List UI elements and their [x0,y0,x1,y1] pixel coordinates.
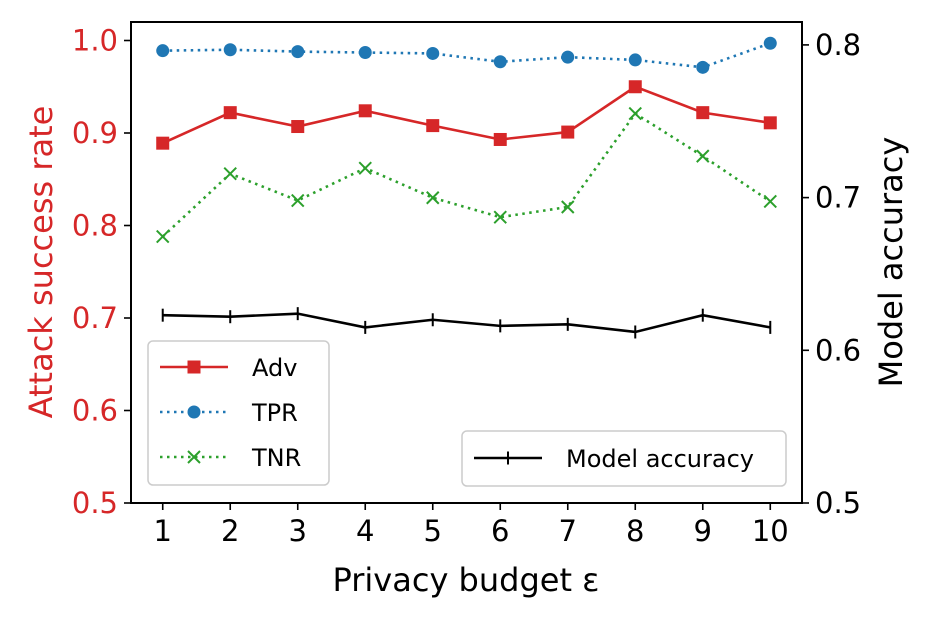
point-tpr-7 [561,50,575,64]
y-right-tick-label-0.6: 0.6 [815,333,861,367]
y-left-tick-label-0.9: 0.9 [72,116,118,150]
x-axis-label: Privacy budget ε [333,561,600,599]
point-tnr-1 [156,229,170,244]
y-left-tick-label-1.0: 1.0 [72,24,118,58]
y-left-tick-label-0.8: 0.8 [72,209,118,243]
y-right-tick-label-0.8: 0.8 [815,28,861,62]
point-tpr-1 [156,44,170,58]
y-left-tick-label-0.7: 0.7 [72,301,118,335]
y-right-tick-label-0.7: 0.7 [815,181,861,215]
point-tnr-4 [358,161,372,175]
y-axis-right-label: Model accuracy [872,137,910,388]
point-tnr-9 [696,149,710,163]
point-adv-7 [561,125,575,139]
point-tpr-6 [493,55,507,69]
legend-label-tpr: TPR [251,399,298,427]
point-tpr-10 [763,36,777,50]
legend-label-model-accuracy: Model accuracy [566,445,754,473]
point-tnr-3 [291,193,305,208]
point-tnr-7 [561,200,575,214]
legend-marker-tnr [187,450,201,464]
plot-area [156,36,777,339]
point-tpr-3 [291,45,305,59]
legend-right-frame [461,430,787,487]
point-tnr-5 [426,191,440,205]
point-tpr-9 [696,60,710,74]
x-tick-label-9: 9 [694,514,712,548]
point-tnr-10 [763,194,777,209]
point-adv-1 [156,136,170,150]
point-tpr-8 [628,53,642,67]
series-line-adv [162,85,771,145]
point-tnr-6 [493,210,507,224]
y-axis-left-label: Attack success rate [22,106,60,419]
y-left-tick-label-0.5: 0.5 [72,486,118,520]
point-adv-8 [628,80,642,94]
point-adv-3 [291,120,305,134]
point-tpr-4 [358,46,372,60]
point-adv-4 [358,104,372,118]
x-tick-label-7: 7 [559,514,577,548]
x-tick-label-5: 5 [424,514,442,548]
point-tpr-5 [426,46,440,60]
legend-marker-adv [187,360,201,374]
legend-marker-tpr [187,405,201,419]
point-adv-10 [763,116,777,130]
point-adv-6 [493,132,507,146]
legend-left: Adv TPR TNR [147,340,330,486]
point-adv-2 [223,106,237,120]
x-tick-label-1: 1 [154,514,172,548]
series-line-tpr [162,42,771,69]
legend-right: Model accuracy [461,430,787,487]
axes: 1 2 3 4 5 6 7 8 9 10 0.5 0.6 0.7 0.8 0.9 1.0 0.5 0.6 0.7 0.… [72,24,861,549]
x-tick-label-6: 6 [491,514,509,548]
x-tick-label-4: 4 [356,514,374,548]
point-adv-9 [696,106,710,120]
x-tick-label-3: 3 [289,514,307,548]
point-tnr-2 [223,166,237,181]
legend-label-tnr: TNR [251,444,301,472]
axes-frame [130,21,803,504]
x-tick-label-10: 10 [752,514,789,548]
point-tnr-8 [628,106,642,121]
x-tick-label-8: 8 [626,514,644,548]
point-adv-5 [426,119,440,133]
y-right-tick-label-0.5: 0.5 [815,486,861,520]
series-line-model-accuracy [162,312,771,334]
y-left-tick-label-0.6: 0.6 [72,394,118,428]
legend-left-frame [147,340,330,486]
legend-label-adv: Adv [252,354,297,382]
x-tick-label-2: 2 [221,514,239,548]
point-tpr-2 [223,43,237,57]
